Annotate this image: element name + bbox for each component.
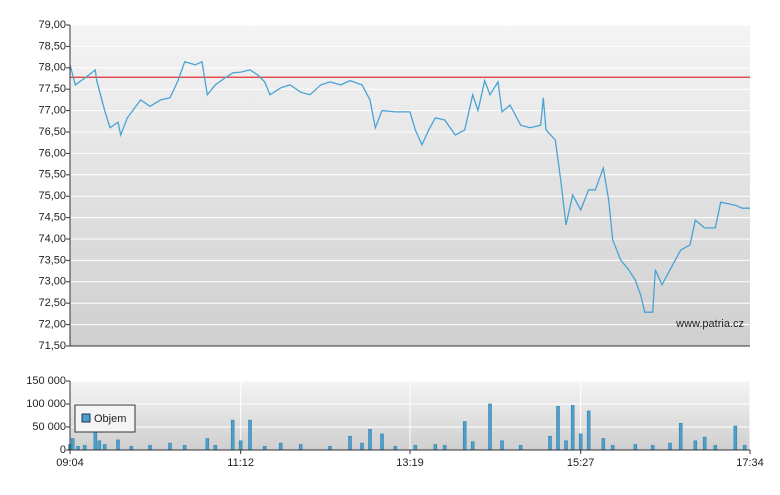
volume-bar [678,423,683,451]
volume-bar [368,429,372,451]
y-tick-label: 77,50 [38,83,66,95]
volume-bar [668,442,672,451]
y-tick-label: 71,50 [38,340,66,352]
volume-bar [742,445,747,451]
y-tick-label: 72,50 [38,297,66,309]
volume-bar [500,440,504,451]
y-tick-label: 75,50 [38,169,66,181]
volume-bar [650,445,655,451]
x-tick-label: 09:04 [56,457,84,469]
volume-bar [601,438,606,451]
volume-bar [278,442,283,451]
volume-bar [182,445,187,451]
volume-bar [693,440,698,451]
volume-bar [148,445,152,451]
volume-bar [230,419,235,451]
volume-bar [213,445,218,451]
volume-bar [116,439,120,451]
volume-bar [168,442,172,451]
y-tick-label: 72,00 [38,319,66,331]
y-tick-label: 78,50 [38,40,66,52]
volume-bar [470,441,475,451]
volume-bar [129,446,134,451]
volume-bar [262,446,267,451]
volume-bar [556,406,560,451]
volume-bar [564,440,568,451]
x-tick-label: 17:34 [736,457,764,469]
x-tick-label: 15:27 [567,457,595,469]
volume-bar [633,444,638,451]
volume-bar [380,433,384,451]
legend-swatch [81,413,91,423]
watermark: www.patria.cz [675,318,744,330]
y-tick-label: 50 000 [32,421,66,433]
volume-bar [205,438,210,451]
y-tick-label: 73,00 [38,276,66,288]
volume-bar [518,445,523,451]
x-tick-label: 13:19 [396,457,424,469]
y-tick-label: 74,00 [38,233,66,245]
volume-bar [433,444,438,451]
price-line [69,60,750,313]
y-tick-label: 0 [60,444,66,456]
volume-bar [488,403,492,451]
volume-bar [393,446,398,451]
volume-bar [82,445,87,451]
volume-bar [702,436,707,451]
volume-bar [578,433,583,451]
legend-label: Objem [94,413,126,425]
volume-bar [733,425,738,451]
y-tick-label: 75,00 [38,190,66,202]
volume-bar [102,444,107,451]
volume-bar [360,442,364,451]
y-tick-label: 74,50 [38,212,66,224]
volume-bar [442,445,447,451]
y-tick-label: 73,50 [38,254,66,266]
y-tick-label: 78,00 [38,62,66,74]
y-tick-label: 79,00 [38,19,66,31]
y-tick-label: 100 000 [26,398,66,410]
volume-bar [328,446,332,451]
volume-bar [713,445,718,451]
volume-bar [70,438,75,451]
y-tick-label: 76,50 [38,126,66,138]
volume-bar [610,445,615,451]
volume-bar [586,410,591,451]
price-plot-area [70,25,750,346]
volume-bar [462,421,467,451]
x-tick-label: 11:12 [227,457,254,469]
volume-bar [348,435,352,451]
volume-bar [570,405,575,451]
y-tick-label: 150 000 [26,375,66,387]
volume-bar [548,435,552,451]
y-tick-label: 76,00 [38,147,66,159]
volume-bar [248,419,252,451]
volume-bar [238,440,243,451]
y-tick-label: 77,00 [38,105,66,117]
volume-bar [97,440,102,451]
volume-bar [298,444,303,451]
volume-bar [413,445,418,451]
volume-bar [76,446,80,451]
